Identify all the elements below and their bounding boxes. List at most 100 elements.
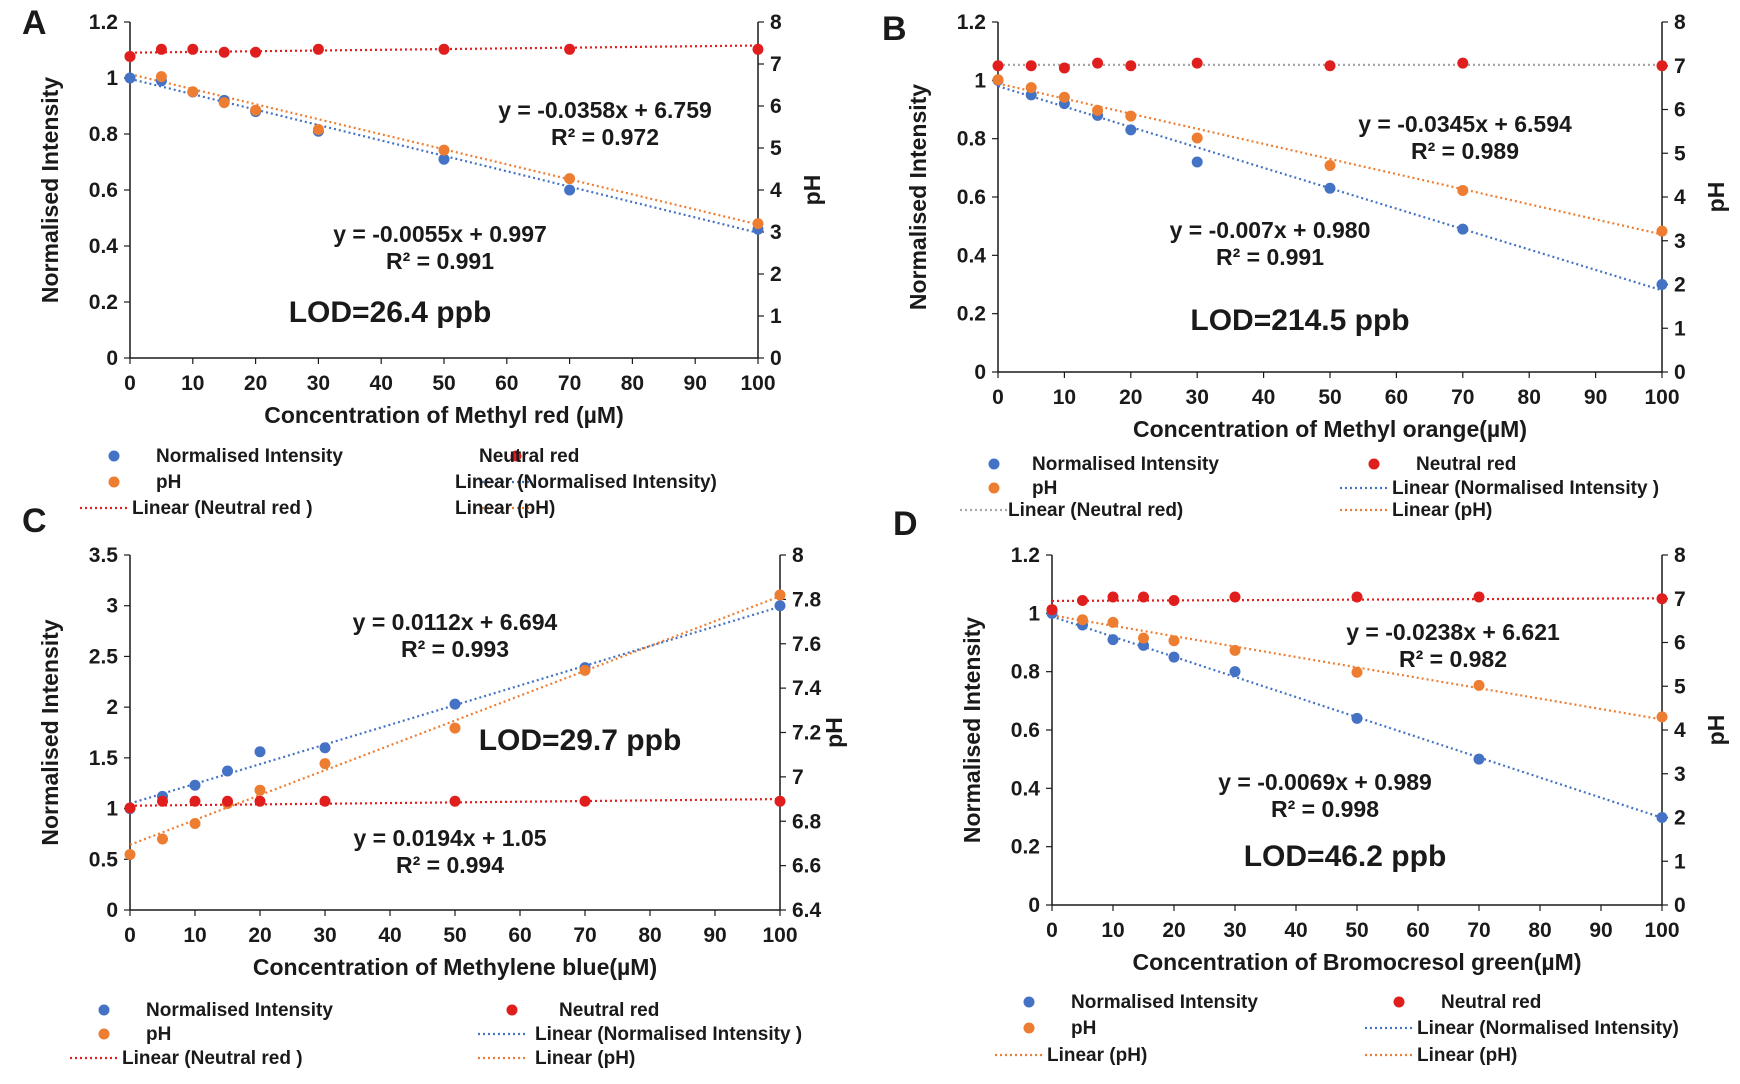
x-tick-label: 50: [1345, 919, 1368, 942]
data-point: [1656, 812, 1668, 823]
x-tick-label: 10: [1101, 919, 1124, 942]
data-point: [1046, 604, 1058, 616]
x-axis-label: Concentration of Bromocresol green(µM): [1132, 949, 1581, 975]
x-tick-label: 90: [703, 924, 726, 947]
trendline: [997, 82, 1663, 236]
y-axis-label-left: Normalised Intensity: [37, 619, 63, 845]
lod-annotation: LOD=46.2 ppb: [1244, 840, 1447, 873]
x-tick-label: 0: [992, 386, 1004, 409]
y-tick-label-left: 0.2: [957, 303, 986, 326]
x-tick-label: 40: [378, 924, 401, 947]
r-squared-label: R² = 0.972: [551, 124, 659, 150]
x-tick-label: 80: [638, 924, 661, 947]
legend-label: pH: [1071, 1018, 1096, 1039]
data-point: [319, 742, 331, 754]
legend-marker: [1023, 996, 1035, 1008]
legend-label: Linear (Normalised Intensity): [1417, 1018, 1679, 1039]
data-point: [312, 124, 324, 136]
y-tick-label-right: 8: [792, 544, 804, 567]
data-point: [1324, 160, 1336, 171]
y-tick-label-right: 6.8: [792, 810, 822, 833]
x-tick-label: 90: [1589, 919, 1612, 942]
y-tick-label-right: 2: [770, 263, 782, 286]
legend-label: Normalised Intensity: [1032, 454, 1219, 475]
data-point: [579, 664, 591, 676]
x-tick-label: 10: [181, 372, 204, 395]
x-tick-label: 80: [1528, 919, 1551, 942]
data-point: [1229, 644, 1241, 656]
data-point: [218, 97, 230, 109]
data-point: [774, 795, 786, 807]
x-tick-label: 100: [740, 372, 775, 395]
data-point: [1168, 595, 1180, 606]
legend-label: Linear (pH): [535, 1048, 635, 1069]
r-squared-label: R² = 0.993: [401, 636, 509, 662]
trendline: [997, 85, 1663, 292]
data-point: [564, 184, 576, 196]
data-point: [1107, 591, 1119, 603]
data-point: [1473, 679, 1485, 691]
y-tick-label-left: 0.8: [957, 128, 987, 151]
r-squared-label: R² = 0.991: [386, 248, 494, 274]
y-tick-label-left: 1: [1028, 602, 1040, 625]
y-tick-label-right: 7: [792, 766, 804, 789]
y-tick-label-left: 1: [974, 69, 986, 92]
x-tick-label: 40: [1252, 386, 1275, 409]
y-tick-label-right: 0: [1674, 361, 1686, 384]
data-point: [312, 43, 324, 55]
legend-label: Normalised Intensity: [1071, 992, 1258, 1013]
y-tick-label-right: 6: [770, 95, 782, 118]
x-tick-label: 50: [1318, 386, 1341, 409]
y-tick-label-left: 0.8: [1011, 661, 1041, 684]
legend-label: Linear (pH): [1417, 1045, 1517, 1066]
y-tick-label-right: 5: [770, 137, 782, 160]
data-point: [1125, 60, 1137, 72]
data-point: [254, 795, 266, 807]
y-tick-label-right: 7: [770, 53, 782, 76]
y-tick-label-left: 0.2: [89, 291, 118, 314]
y-axis-label-right: pH: [821, 717, 847, 748]
x-tick-label: 20: [248, 924, 271, 947]
trendline-equation: y = -0.0069x + 0.989: [1218, 769, 1432, 795]
lod-annotation: LOD=29.7 ppb: [479, 724, 682, 757]
y-tick-label-right: 2: [1674, 807, 1686, 830]
data-point: [1351, 591, 1363, 603]
y-tick-label-left: 0: [974, 361, 986, 384]
legend-label: Linear (Neutral red): [1008, 500, 1183, 521]
data-point: [1656, 593, 1668, 605]
data-point: [222, 765, 233, 777]
data-point: [449, 795, 461, 807]
trendline-equation: y = -0.0055x + 0.997: [333, 221, 547, 247]
y-tick-label-right: 1: [1674, 850, 1686, 873]
legend-label: Neutral red: [479, 446, 579, 467]
data-point: [1191, 132, 1203, 144]
legend-label: Normalised Intensity: [156, 446, 343, 467]
data-point: [319, 758, 331, 770]
data-point: [1351, 666, 1363, 678]
data-point: [1138, 632, 1149, 644]
x-tick-label: 100: [762, 924, 797, 947]
data-point: [155, 43, 167, 55]
data-point: [1025, 82, 1037, 94]
x-tick-label: 100: [1644, 386, 1679, 409]
legend-marker: [510, 450, 522, 462]
data-point: [438, 144, 450, 156]
data-point: [124, 50, 136, 62]
y-tick-label-left: 3: [106, 595, 118, 618]
y-tick-label-right: 1: [1674, 317, 1686, 340]
data-point: [1138, 591, 1149, 603]
y-tick-label-left: 3.5: [89, 544, 119, 567]
chart-panel-d: D0 10 20 30 40 50 60 70 80 90 10000.20.40.60.811.2…: [893, 505, 1729, 1066]
y-tick-label-right: 3: [1674, 230, 1686, 253]
data-point: [222, 795, 233, 807]
y-tick-label-left: 1.5: [89, 747, 119, 770]
y-tick-label-left: 1: [106, 798, 118, 821]
x-tick-label: 40: [1284, 919, 1307, 942]
data-point: [1092, 57, 1104, 69]
x-tick-label: 70: [1467, 919, 1490, 942]
legend-label: Neutral red: [1416, 454, 1516, 475]
y-tick-label-left: 0.6: [957, 186, 986, 209]
y-tick-label-left: 0.6: [89, 179, 118, 202]
y-tick-label-left: 2.5: [89, 645, 119, 668]
